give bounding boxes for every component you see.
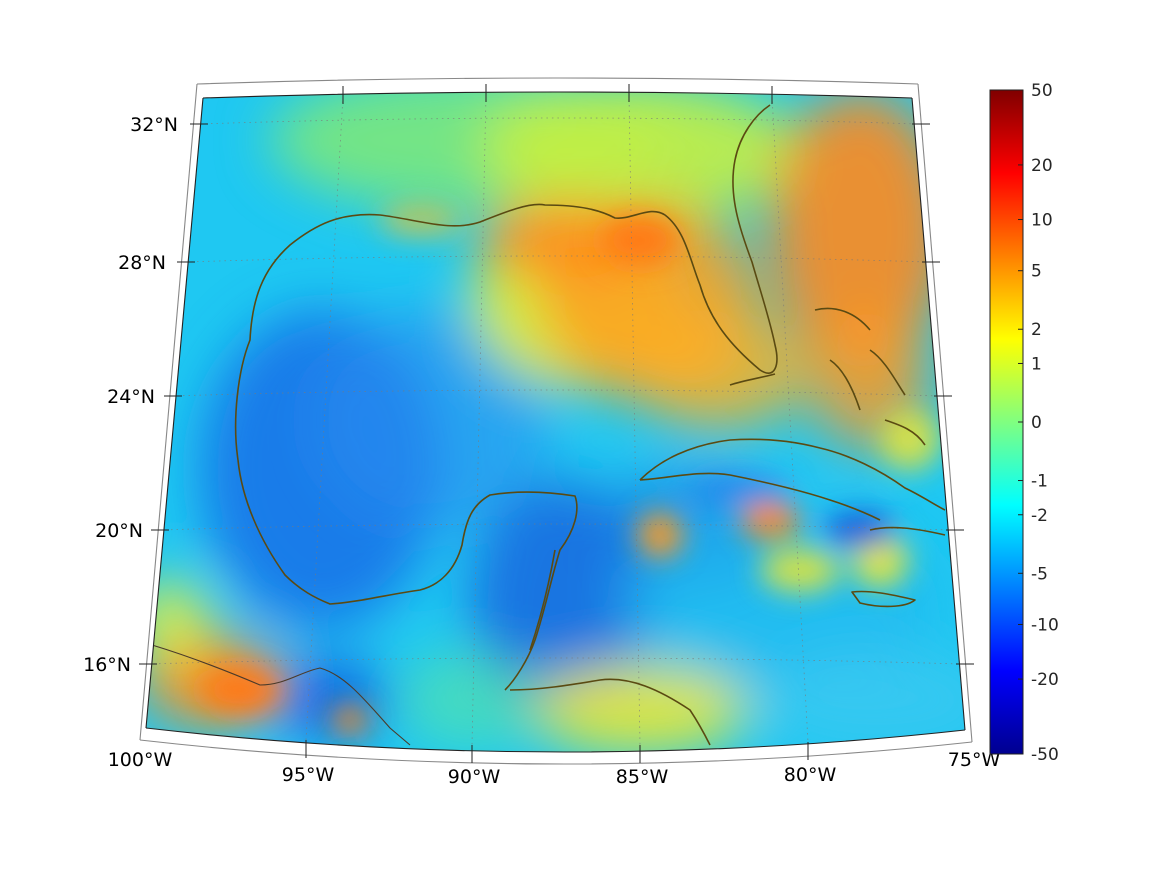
lat-label-32n: 32°N [130, 114, 178, 136]
yucatan-east [529, 549, 556, 651]
colorbar-tick-label: 2 [1031, 320, 1042, 340]
frame-ticks [139, 84, 974, 763]
colorbar-bar [989, 89, 1024, 755]
colorbar-tick-label: -50 [1031, 745, 1059, 765]
colorbar-tick-label: 0 [1031, 413, 1042, 433]
lat-label-16n: 16°N [83, 654, 131, 676]
colorbar-tick-label: 20 [1031, 156, 1053, 176]
colorbar-tick-label: 50 [1031, 81, 1053, 101]
gulf-west-coast [237, 459, 578, 691]
cuba-south [639, 472, 881, 521]
lon-label-80w: 80°W [784, 764, 837, 786]
coastlines [234, 104, 946, 746]
lon-label-95w: 95°W [282, 764, 335, 786]
colorbar-tick-label: 5 [1031, 262, 1042, 282]
colorbar-tick-label: -10 [1031, 615, 1059, 635]
lon-label-75w: 75°W [948, 749, 1001, 771]
lat-label-24n: 24°N [107, 386, 155, 408]
colorbar-tick-label: -1 [1031, 472, 1048, 492]
cuba-north [639, 438, 946, 511]
lon-label-85w: 85°W [616, 766, 669, 788]
colorbar-tick-label: -2 [1031, 506, 1048, 526]
map-frame [139, 77, 973, 765]
hispaniola [869, 526, 946, 536]
lon-label-100w: 100°W [108, 749, 173, 771]
colorbar-tick-label: 1 [1031, 354, 1042, 374]
florida-keys [729, 373, 776, 386]
graticule [147, 93, 963, 746]
lat-labels: 32°N 28°N 24°N 20°N 16°N [83, 114, 178, 676]
lat-label-28n: 28°N [118, 252, 166, 274]
map-field [146, 92, 965, 753]
central-america-coast [509, 678, 711, 746]
colorbar-tick-label: 10 [1031, 211, 1053, 231]
lon-label-90w: 90°W [448, 766, 501, 788]
colorbar-tick-label: -5 [1031, 564, 1048, 584]
bahamas [814, 307, 926, 446]
colorbar-tick-label: -20 [1031, 670, 1059, 690]
jamaica [851, 590, 916, 608]
country-borders [151, 644, 411, 746]
lat-label-20n: 20°N [95, 520, 143, 542]
lon-labels: 100°W 95°W 90°W 85°W 80°W 75°W [108, 749, 1001, 788]
gulf-north-coast [234, 104, 778, 461]
